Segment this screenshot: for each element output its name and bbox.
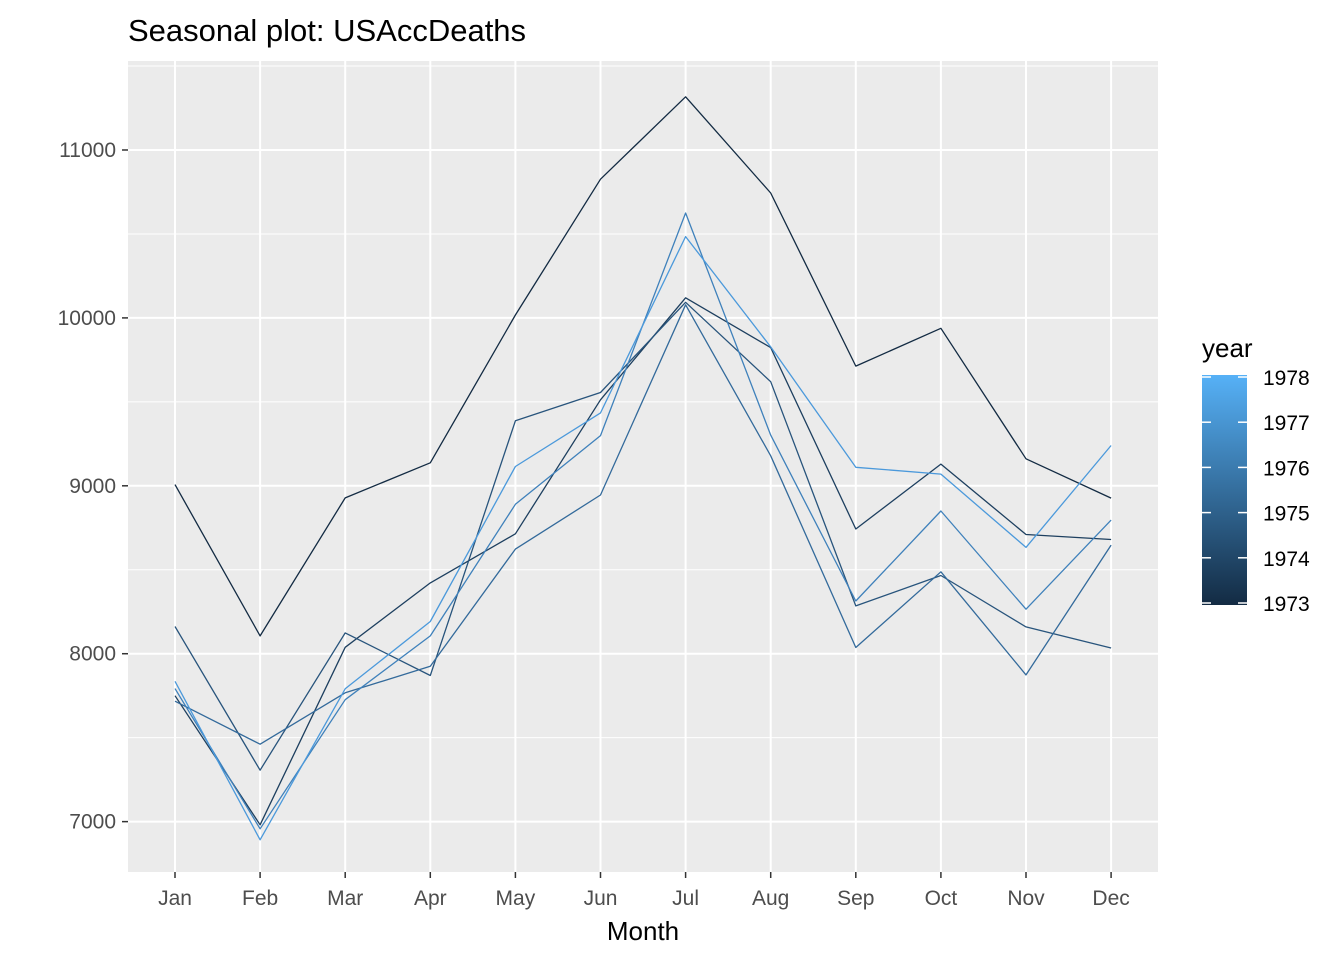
- legend-label: 1974: [1263, 548, 1310, 571]
- x-tick-label: Oct: [925, 887, 958, 910]
- y-tick-label: 10000: [58, 307, 116, 330]
- legend-label: 1975: [1263, 503, 1310, 526]
- x-tick-label: Sep: [837, 887, 874, 910]
- x-tick-label: Jan: [158, 887, 192, 910]
- y-tick-label: 7000: [69, 811, 116, 834]
- gridlines: [128, 61, 1158, 872]
- legend: 1978 1977 1976 1975 1974 1973: [1202, 367, 1310, 616]
- legend-colorbar: [1202, 375, 1247, 605]
- series-line-1978: [174, 235, 1112, 841]
- y-tick-label: 9000: [69, 475, 116, 498]
- y-axis: 7000 8000 9000 10000 11000: [58, 139, 128, 834]
- series-line-1976: [174, 304, 1112, 745]
- plot-panel: [128, 61, 1158, 872]
- y-tick-label: 8000: [69, 643, 116, 666]
- legend-label: 1977: [1263, 412, 1310, 435]
- x-tick-label: Dec: [1092, 887, 1129, 910]
- series-line-1974: [174, 297, 1112, 826]
- x-tick-label: Aug: [752, 887, 789, 910]
- legend-label: 1973: [1263, 593, 1310, 616]
- x-axis-title: Month: [607, 916, 679, 946]
- x-tick-label: Apr: [414, 887, 447, 910]
- legend-title: year: [1202, 333, 1253, 363]
- series-line-1973: [174, 96, 1112, 637]
- x-tick-label: Nov: [1007, 887, 1045, 910]
- x-tick-label: Mar: [327, 887, 363, 910]
- legend-label: 1978: [1263, 367, 1310, 390]
- x-axis: Jan Feb Mar Apr May Jun Jul Aug Sep Oct Nov Dec: [158, 872, 1130, 910]
- x-tick-label: Feb: [242, 887, 278, 910]
- chart-title: Seasonal plot: USAccDeaths: [128, 13, 526, 48]
- x-tick-label: Jul: [672, 887, 699, 910]
- x-tick-label: Jun: [584, 887, 618, 910]
- legend-label: 1976: [1263, 457, 1310, 480]
- series-lines: [174, 96, 1112, 841]
- series-line-1975: [174, 301, 1112, 771]
- y-tick-label: 11000: [59, 139, 116, 162]
- x-tick-label: May: [496, 887, 536, 910]
